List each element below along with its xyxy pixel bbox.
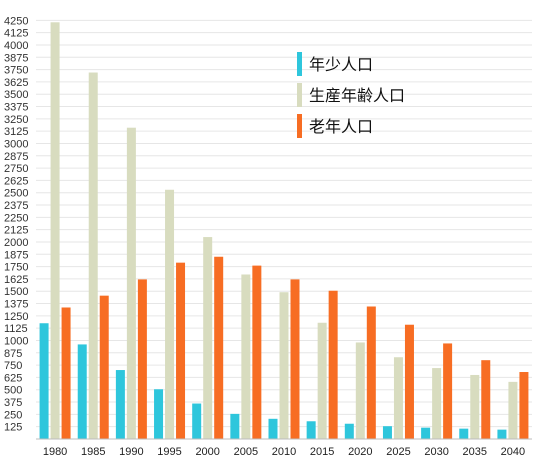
y-tick-label: 1375 — [4, 299, 28, 311]
bar-年少人口-2005 — [230, 413, 240, 439]
legend-label: 生産年齢人口 — [309, 86, 405, 105]
bar-生産年齢人口-2010 — [279, 292, 289, 439]
bar-老年人口-1980 — [61, 307, 71, 439]
y-tick-label: 1625 — [4, 274, 28, 286]
bar-年少人口-2020 — [344, 423, 354, 439]
bar-年少人口-2040 — [497, 429, 507, 439]
x-tick-label: 1980 — [43, 446, 67, 458]
bar-老年人口-2005 — [252, 265, 262, 439]
y-tick-label: 4000 — [4, 40, 28, 52]
y-tick-label: 3625 — [4, 77, 28, 89]
y-tick-label: 2125 — [4, 225, 28, 237]
bar-生産年齢人口-1980 — [50, 22, 60, 439]
bar-生産年齢人口-2025 — [393, 357, 403, 439]
bar-生産年齢人口-2015 — [317, 322, 327, 439]
bar-生産年齢人口-2005 — [241, 274, 251, 439]
bar-生産年齢人口-1985 — [88, 72, 98, 439]
bar-年少人口-1985 — [77, 344, 87, 439]
y-tick-label: 500 — [4, 385, 22, 397]
y-tick-label: 2750 — [4, 163, 28, 175]
y-tick-label: 750 — [4, 360, 22, 372]
bar-生産年齢人口-2000 — [203, 237, 213, 439]
x-tick-label: 2000 — [195, 446, 219, 458]
bar-年少人口-2015 — [306, 421, 316, 439]
y-tick-label: 2000 — [4, 237, 28, 249]
bar-年少人口-2030 — [421, 427, 431, 439]
bar-老年人口-2030 — [443, 343, 453, 439]
bar-老年人口-1995 — [176, 262, 186, 439]
x-tick-label: 2015 — [310, 446, 334, 458]
bar-年少人口-2025 — [382, 426, 392, 439]
bar-年少人口-1980 — [39, 323, 49, 439]
legend-label: 老年人口 — [309, 117, 373, 136]
y-tick-label: 1125 — [4, 323, 28, 335]
bar-老年人口-2000 — [214, 256, 224, 439]
bars — [39, 22, 529, 439]
y-tick-label: 1250 — [4, 311, 28, 323]
y-tick-label: 1500 — [4, 286, 28, 298]
y-tick-label: 3375 — [4, 102, 28, 114]
bar-生産年齢人口-2020 — [355, 342, 365, 439]
y-tick-label: 375 — [4, 397, 22, 409]
x-tick-label: 2020 — [348, 446, 372, 458]
x-axis-ticks: 1980 1985 1990 1995 2000 2005 2010 2015 2020 2025… — [43, 446, 525, 458]
bar-生産年齢人口-1995 — [165, 189, 175, 439]
bar-年少人口-2010 — [268, 418, 278, 439]
y-tick-label: 2625 — [4, 175, 28, 187]
bar-生産年齢人口-1990 — [126, 127, 136, 439]
y-tick-label: 3000 — [4, 138, 28, 150]
bar-老年人口-2020 — [366, 306, 376, 439]
x-tick-label: 2035 — [463, 446, 487, 458]
x-tick-label: 2030 — [424, 446, 448, 458]
x-tick-label: 2005 — [234, 446, 258, 458]
y-tick-label: 250 — [4, 409, 22, 421]
x-tick-label: 1985 — [81, 446, 105, 458]
y-tick-label: 2375 — [4, 200, 28, 212]
y-tick-label: 4125 — [4, 28, 28, 40]
x-tick-label: 1990 — [119, 446, 143, 458]
bar-老年人口-2015 — [328, 290, 338, 439]
y-tick-label: 3500 — [4, 89, 28, 101]
x-tick-label: 2010 — [272, 446, 296, 458]
bar-生産年齢人口-2035 — [470, 374, 480, 439]
y-tick-label: 875 — [4, 348, 22, 360]
bar-老年人口-1985 — [99, 295, 109, 439]
legend-swatch — [297, 83, 302, 107]
y-tick-label: 1875 — [4, 249, 28, 261]
bar-老年人口-2010 — [290, 279, 300, 439]
bar-年少人口-1990 — [115, 370, 125, 439]
bar-老年人口-2025 — [404, 324, 414, 439]
y-tick-label: 3875 — [4, 52, 28, 64]
y-tick-label: 625 — [4, 372, 22, 384]
legend-swatch — [297, 114, 302, 138]
legend-swatch — [297, 52, 302, 76]
bar-年少人口-1995 — [154, 389, 164, 439]
bar-老年人口-1990 — [137, 279, 147, 439]
x-tick-label: 2025 — [386, 446, 410, 458]
bar-生産年齢人口-2040 — [508, 381, 518, 439]
bar-年少人口-2000 — [192, 403, 202, 439]
legend-label: 年少人口 — [309, 55, 373, 74]
y-tick-label: 1750 — [4, 262, 28, 274]
bar-老年人口-2035 — [481, 360, 491, 439]
y-tick-label: 2875 — [4, 151, 28, 163]
y-tick-label: 2500 — [4, 188, 28, 200]
y-tick-label: 3250 — [4, 114, 28, 126]
y-tick-label: 3125 — [4, 126, 28, 138]
bar-生産年齢人口-2030 — [432, 368, 442, 439]
x-tick-label: 2040 — [501, 446, 525, 458]
y-tick-label: 4250 — [4, 15, 28, 27]
y-tick-label: 3750 — [4, 65, 28, 77]
y-tick-label: 2250 — [4, 212, 28, 224]
grid-lines — [36, 19, 532, 428]
y-tick-label: 125 — [4, 422, 22, 434]
bar-年少人口-2035 — [459, 428, 469, 439]
x-tick-label: 1995 — [157, 446, 181, 458]
y-axis-ticks: 1252503755006257508751000112512501375150… — [4, 15, 28, 433]
y-tick-label: 1000 — [4, 335, 28, 347]
bar-老年人口-2040 — [519, 372, 529, 439]
